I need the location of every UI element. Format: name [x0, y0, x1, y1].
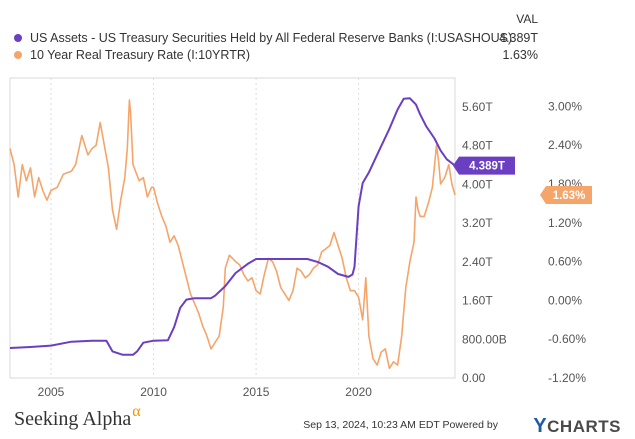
seeking-alpha-logo[interactable]: Seeking Alphaα: [14, 403, 141, 430]
end-label-flag: [453, 156, 515, 175]
right-axis-tick-label: -0.60%: [548, 332, 586, 346]
legend-value-header: VAL: [516, 12, 538, 26]
left-axis-ticks: 5.60T 4.80T 4.00T 3.20T 2.40T 1.60T 800.00B 0.0…: [462, 100, 507, 385]
left-axis-tick-label: 800.00B: [462, 332, 507, 346]
ycharts-logo[interactable]: YCHARTS: [533, 415, 621, 437]
end-label-flag: [540, 186, 592, 205]
x-tick-label: 2020: [345, 385, 372, 399]
x-tick-label: 2005: [38, 385, 65, 399]
left-axis-tick-label: 5.60T: [462, 100, 493, 114]
end-value-labels: 4.389T 1.63%: [453, 156, 592, 205]
left-axis-tick-label: 1.60T: [462, 294, 493, 308]
end-label-text: 4.389T: [469, 161, 505, 173]
legend-item-real-rate[interactable]: 10 Year Real Treasury Rate (I:10YRTR): [14, 48, 250, 64]
x-axis-ticks: 2005 2010 2015 2020: [38, 385, 373, 399]
x-tick-label: 2015: [243, 385, 270, 399]
treasury-holdings-line[interactable]: [9, 97, 456, 356]
right-axis-tick-label: 1.20%: [548, 216, 582, 230]
legend-label: 10 Year Real Treasury Rate (I:10YRTR): [30, 48, 251, 62]
plot-border: [9, 77, 456, 379]
left-axis-tick-label: 3.20T: [462, 216, 493, 230]
left-axis-tick-label: 4.80T: [462, 139, 493, 153]
right-axis-tick-label: 3.00%: [548, 99, 582, 113]
footer: Seeking Alphaα Sep 13, 2024, 10:23 AM ED…: [0, 403, 635, 439]
grid-lines: [50, 78, 360, 378]
left-axis-tick-label: 2.40T: [462, 255, 493, 269]
chart-legend: VAL US Assets - US Treasury Securities H…: [0, 0, 635, 66]
end-label-text: 1.63%: [553, 190, 586, 202]
right-axis-tick-label: 0.00%: [548, 293, 582, 307]
treasury-end-label: 4.389T: [453, 156, 515, 175]
legend-item-treasury-holdings[interactable]: US Assets - US Treasury Securities Held …: [14, 31, 512, 47]
left-axis-tick-label: 4.00T: [462, 177, 493, 191]
x-tick-label: 2010: [140, 385, 167, 399]
legend-value-real-rate: 1.63%: [502, 48, 538, 62]
right-axis-ticks: 3.00%2.40%1.80%1.20%0.60%0.00%-0.60%-1.2…: [548, 99, 586, 385]
series-lines: [9, 97, 456, 370]
timestamp: Sep 13, 2024, 10:23 AM EDT Powered by: [303, 419, 498, 431]
real-rate-line[interactable]: [9, 99, 456, 370]
legend-label: US Assets - US Treasury Securities Held …: [30, 31, 513, 45]
plot-area: [9, 77, 456, 379]
right-axis-tick-label: 0.60%: [548, 255, 582, 269]
right-axis-tick-label: -1.20%: [548, 371, 586, 385]
legend-value-treasury-holdings: 4.389T: [499, 31, 538, 45]
real-rate-end-label: 1.63%: [540, 186, 592, 205]
series-color-dot: [14, 50, 22, 59]
series-color-dot: [14, 33, 22, 42]
right-axis-tick-label: 2.40%: [548, 138, 582, 152]
line-chart[interactable]: 2005 2010 2015 2020 5.60T 4.80T 4.00T 3.20T 2.4…: [0, 0, 635, 404]
left-axis-tick-label: 0.00: [462, 371, 486, 385]
